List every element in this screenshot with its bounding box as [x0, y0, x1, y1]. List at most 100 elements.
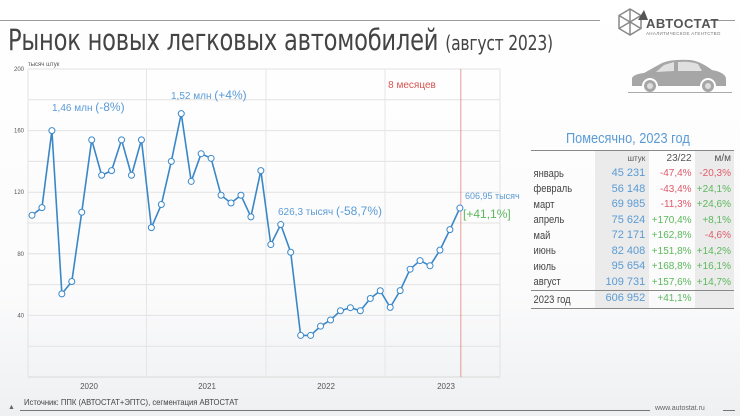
data-point	[207, 154, 215, 162]
data-point	[257, 167, 265, 175]
data-point	[38, 204, 46, 212]
x-tick-label: 2020	[80, 382, 98, 391]
yoy-value: +162,8%	[651, 230, 692, 241]
units-value: 69 985	[595, 197, 650, 213]
total-label: 2023 год	[533, 293, 571, 306]
yoy-value: +170,4%	[651, 214, 692, 226]
line-chart: 40 80 120 160 200 2020 2021 2022 2023 8 месяцев 1,…	[14, 67, 520, 391]
data-point	[177, 110, 185, 118]
month-label: май	[533, 229, 551, 242]
y-tick-label: 200	[14, 67, 25, 73]
data-point	[426, 262, 434, 270]
data-point	[108, 167, 116, 175]
data-point	[227, 199, 235, 207]
col-header-yoy: 23/22	[666, 153, 692, 164]
data-point	[267, 241, 275, 249]
total-units: 606 952	[595, 291, 650, 308]
yoy-value: +168,8%	[651, 261, 692, 272]
table-row: март 69 985 -11,3% +24,6%	[531, 197, 734, 213]
x-tick-label: 2022	[317, 382, 335, 391]
data-point	[88, 136, 96, 144]
table-row: июнь 82 408 +151,8% +14,2%	[531, 243, 734, 259]
footer-rule	[20, 410, 650, 411]
data-point	[247, 213, 255, 221]
yoy-value: +151,8%	[651, 245, 692, 257]
col-header-mom: м/м	[694, 151, 734, 166]
y-tick-label: 80	[17, 252, 24, 258]
header-rule	[0, 20, 600, 21]
units-value: 82 408	[595, 243, 650, 259]
y-tick-label: 160	[14, 129, 25, 135]
data-point	[336, 307, 344, 315]
annotation-label: 1,52 млн (+4%)	[171, 88, 247, 102]
data-point	[217, 191, 225, 199]
col-header-units: штук	[595, 151, 650, 166]
annotation-label: 1,46 млн (-8%)	[52, 100, 125, 114]
title-subtitle: (август 2023)	[445, 31, 553, 55]
mom-value: +14,7%	[694, 274, 734, 290]
data-point	[307, 331, 315, 339]
data-point	[118, 136, 126, 144]
yoy-value: +157,6%	[651, 276, 692, 288]
site-url: www.autostat.ru	[655, 405, 705, 412]
data-line	[31, 112, 461, 337]
table-total-row: 2023 год 606 952 +41,1%	[531, 290, 734, 309]
data-point	[456, 204, 464, 212]
logo-tagline: АНАЛИТИЧЕСКОЕ АГЕНТСТВО	[646, 31, 721, 36]
annotation-label: 626,3 тысяч (-58,7%)	[278, 204, 382, 218]
mom-value: +14,2%	[694, 243, 734, 259]
mom-value: -20,3%	[694, 166, 734, 182]
month-label: февраль	[533, 183, 573, 196]
month-label: апрель	[533, 214, 565, 227]
units-value: 109 731	[595, 274, 650, 290]
table-header-row: штук 23/22 м/м	[531, 150, 734, 166]
data-point	[167, 157, 175, 165]
mom-value: +24,6%	[694, 197, 734, 213]
mom-value: +8,1%	[694, 212, 734, 228]
month-label: август	[533, 276, 561, 289]
table-row: август 109 731 +157,6% +14,7%	[531, 274, 734, 290]
y-tick-label: 120	[14, 190, 25, 196]
data-point	[436, 246, 444, 254]
data-point	[317, 322, 325, 330]
data-point	[78, 208, 86, 216]
data-point	[237, 191, 245, 199]
footer-rule-right	[723, 410, 735, 411]
units-value: 45 231	[595, 166, 650, 182]
table-row: апрель 75 624 +170,4% +8,1%	[531, 212, 734, 228]
units-value: 72 171	[595, 228, 650, 244]
data-point	[396, 287, 404, 295]
data-point	[277, 221, 285, 229]
mom-value: -4,6%	[694, 228, 734, 244]
x-tick-label: 2021	[198, 382, 216, 391]
month-label: март	[533, 198, 555, 211]
y-axis-label: тысяч штук	[28, 62, 60, 68]
table-row: май 72 171 +162,8% -4,6%	[531, 228, 734, 244]
data-point	[366, 294, 374, 302]
data-point	[28, 211, 36, 219]
data-point	[346, 304, 354, 312]
car-icon	[632, 59, 726, 94]
month-label: июль	[533, 260, 556, 273]
yoy-value: -43,4%	[659, 183, 692, 195]
data-point	[287, 248, 295, 256]
units-value: 56 148	[595, 181, 650, 197]
table-title: Помесячно, 2023 год	[566, 130, 690, 147]
period-marker-label: 8 месяцев	[388, 80, 436, 91]
data-point	[137, 136, 145, 144]
data-point	[48, 127, 56, 135]
data-point	[58, 290, 66, 298]
header-rule-right	[705, 20, 735, 21]
data-point	[128, 171, 135, 179]
data-point	[147, 224, 155, 232]
data-point	[327, 316, 334, 324]
data-point	[187, 177, 195, 185]
yoy-value: -11,3%	[660, 199, 692, 210]
logo-name: АВТОСТАТ	[646, 16, 719, 31]
x-tick-label: 2023	[437, 382, 455, 391]
table-row: февраль 56 148 -43,4% +24,1%	[531, 181, 734, 197]
data-point	[386, 303, 394, 311]
data-point	[416, 257, 424, 265]
month-label: июнь	[533, 245, 556, 258]
